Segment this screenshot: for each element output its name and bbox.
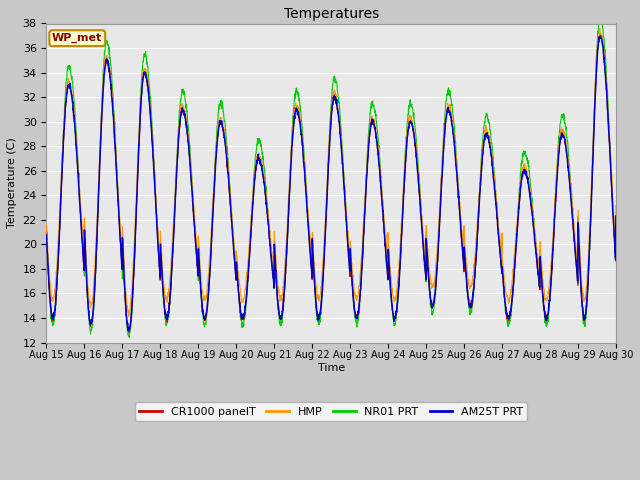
Text: WP_met: WP_met — [52, 33, 102, 43]
Legend: CR1000 panelT, HMP, NR01 PRT, AM25T PRT: CR1000 panelT, HMP, NR01 PRT, AM25T PRT — [135, 402, 527, 421]
Title: Temperatures: Temperatures — [284, 7, 379, 21]
X-axis label: Time: Time — [317, 363, 345, 373]
Y-axis label: Temperature (C): Temperature (C) — [7, 138, 17, 228]
